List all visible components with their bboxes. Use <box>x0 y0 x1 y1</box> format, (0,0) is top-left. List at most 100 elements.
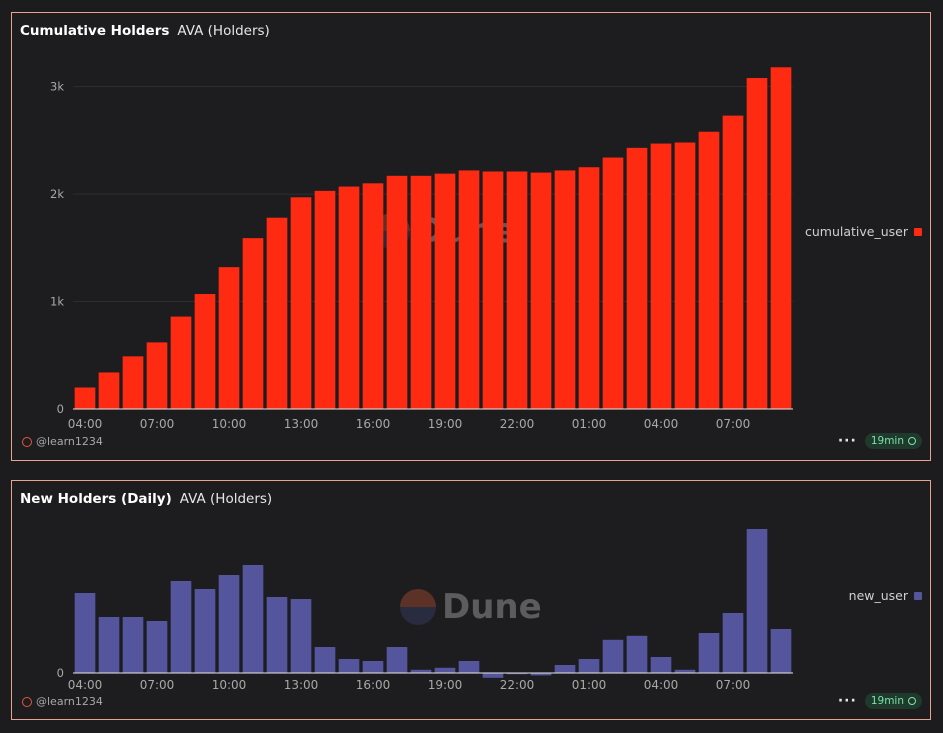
bar[interactable] <box>170 316 192 409</box>
bar[interactable] <box>626 147 648 410</box>
chart-title: New Holders (Daily) <box>20 491 172 507</box>
x-tick-label: 04:00 <box>644 678 679 692</box>
x-tick-label: 19:00 <box>428 678 463 692</box>
bar[interactable] <box>554 665 576 673</box>
more-dots-icon[interactable]: ··· <box>837 433 857 449</box>
author-link[interactable]: @learn1234 <box>22 435 103 448</box>
legend-swatch <box>914 591 922 600</box>
bar[interactable] <box>410 175 432 409</box>
bar[interactable] <box>770 67 792 409</box>
panel-title: Cumulative Holders AVA (Holders) <box>20 23 270 39</box>
bar[interactable] <box>602 639 624 673</box>
bar[interactable] <box>314 190 336 409</box>
bar[interactable] <box>578 659 600 673</box>
x-tick-label: 10:00 <box>212 417 247 431</box>
y-tick-label: 3k <box>50 80 64 94</box>
bar[interactable] <box>266 217 288 409</box>
bar[interactable] <box>74 593 96 673</box>
bar[interactable] <box>386 175 408 409</box>
x-tick-label: 01:00 <box>572 417 607 431</box>
bar[interactable] <box>122 356 144 409</box>
x-tick-label: 01:00 <box>572 678 607 692</box>
bar[interactable] <box>482 171 504 409</box>
bar[interactable] <box>746 78 768 409</box>
bar[interactable] <box>122 617 144 673</box>
x-tick-label: 13:00 <box>284 417 319 431</box>
bar[interactable] <box>386 647 408 673</box>
bar[interactable] <box>434 667 456 673</box>
bar[interactable] <box>698 633 720 673</box>
refresh-badge[interactable]: 19min <box>864 433 922 449</box>
bar[interactable] <box>146 342 168 409</box>
legend-cumulative-user[interactable]: cumulative_user <box>805 224 922 239</box>
bar[interactable] <box>458 661 480 673</box>
y-tick-label: 0 <box>57 666 64 680</box>
bar[interactable] <box>458 170 480 409</box>
bar[interactable] <box>770 629 792 673</box>
bar[interactable] <box>626 635 648 673</box>
bar[interactable] <box>362 661 384 673</box>
bar[interactable] <box>290 197 312 409</box>
bar[interactable] <box>98 372 120 409</box>
bar[interactable] <box>698 131 720 409</box>
author-link[interactable]: @learn1234 <box>22 695 103 708</box>
bar[interactable] <box>74 387 96 409</box>
bar[interactable] <box>146 621 168 673</box>
bar[interactable] <box>530 172 552 409</box>
bar[interactable] <box>194 294 216 409</box>
bar[interactable] <box>482 673 504 678</box>
x-tick-label: 07:00 <box>140 417 175 431</box>
panel-footer-actions: ··· 19min <box>838 433 922 449</box>
bar[interactable] <box>602 157 624 409</box>
x-tick-label: 07:00 <box>716 417 751 431</box>
bar[interactable] <box>506 673 528 675</box>
x-tick-label: 10:00 <box>212 678 247 692</box>
bar[interactable] <box>722 115 744 410</box>
bar[interactable] <box>218 267 240 409</box>
bar[interactable] <box>266 597 288 673</box>
bar[interactable] <box>410 669 432 673</box>
bar[interactable] <box>578 167 600 409</box>
bar[interactable] <box>650 143 672 409</box>
y-tick-label: 0 <box>57 402 64 416</box>
legend-label: cumulative_user <box>804 224 908 239</box>
x-tick-label: 07:00 <box>716 678 751 692</box>
bar[interactable] <box>98 617 120 673</box>
x-tick-label: 16:00 <box>356 678 391 692</box>
more-dots-icon[interactable]: ··· <box>837 693 857 709</box>
bar[interactable] <box>506 171 528 409</box>
bar[interactable] <box>314 647 336 673</box>
bar[interactable] <box>242 565 264 673</box>
bar[interactable] <box>242 238 264 409</box>
bar[interactable] <box>362 183 384 409</box>
check-circle-icon <box>908 437 916 445</box>
bar[interactable] <box>434 173 456 409</box>
bar[interactable] <box>554 170 576 409</box>
y-tick-label: 1k <box>50 295 64 309</box>
refresh-time: 19min <box>870 435 904 447</box>
bar[interactable] <box>170 581 192 673</box>
legend-label: new_user <box>848 588 908 603</box>
bar[interactable] <box>194 589 216 673</box>
author-name: @learn1234 <box>36 435 103 448</box>
x-tick-label: 16:00 <box>356 417 391 431</box>
bar[interactable] <box>674 142 696 409</box>
refresh-badge[interactable]: 19min <box>864 693 922 709</box>
bar[interactable] <box>530 673 552 676</box>
bar[interactable] <box>722 613 744 673</box>
bar[interactable] <box>338 186 360 409</box>
bar[interactable] <box>338 659 360 673</box>
new-holders-chart: 0 04:00 07:00 10:00 13:00 16:00 19:00 22:00 01:0… <box>57 529 793 692</box>
legend-new-user[interactable]: new_user <box>849 588 922 603</box>
bar[interactable] <box>746 529 768 673</box>
bar[interactable] <box>650 657 672 673</box>
x-tick-label: 04:00 <box>68 678 103 692</box>
bar[interactable] <box>674 669 696 673</box>
x-tick-label: 22:00 <box>500 417 535 431</box>
y-tick-label: 2k <box>50 187 64 201</box>
bar[interactable] <box>218 575 240 673</box>
panel-footer-actions: ··· 19min <box>838 693 922 709</box>
bar[interactable] <box>290 599 312 673</box>
